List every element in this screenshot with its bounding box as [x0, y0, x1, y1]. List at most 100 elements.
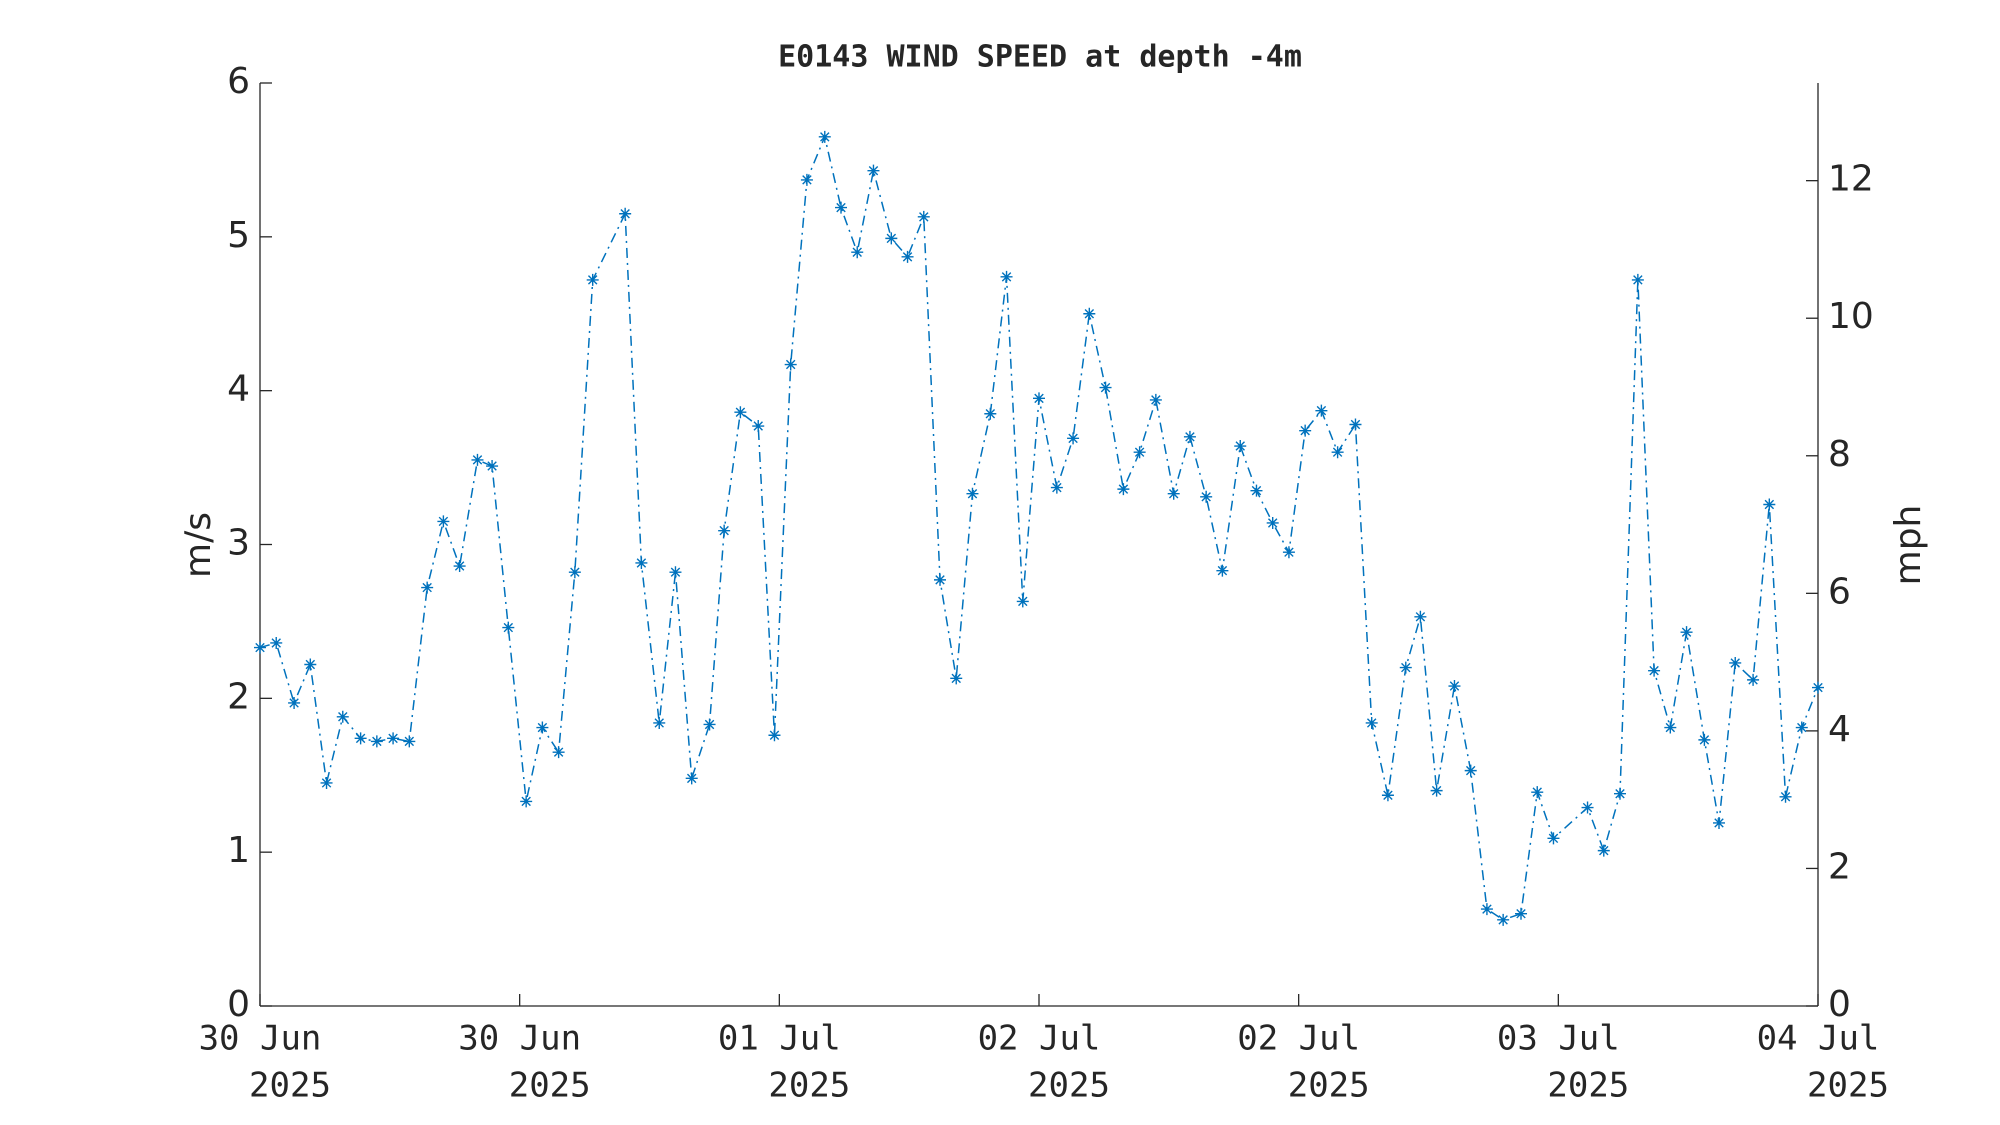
data-point	[1117, 483, 1130, 496]
data-point	[1000, 270, 1013, 283]
data-point	[1216, 564, 1229, 577]
data-point	[1349, 418, 1362, 431]
data-point	[703, 718, 716, 731]
x-tick-year: 2025	[1288, 1066, 1370, 1106]
data-point	[653, 716, 666, 729]
data-point	[1331, 446, 1344, 459]
data-point	[471, 453, 484, 466]
data-line	[259, 134, 1819, 921]
data-point	[1729, 656, 1742, 669]
y-axis-label: m/s	[178, 512, 219, 578]
data-point	[1515, 907, 1528, 920]
data-point	[1497, 913, 1510, 926]
data-point	[835, 201, 848, 214]
y2-tick-label: 4	[1828, 709, 1851, 750]
data-point	[1597, 844, 1610, 857]
data-point	[984, 407, 997, 420]
data-point	[586, 273, 599, 286]
data-point	[1480, 903, 1493, 916]
data-point	[304, 658, 317, 671]
x-tick-label: 02 Jul	[978, 1019, 1101, 1059]
data-point	[1381, 789, 1394, 802]
data-point	[950, 672, 963, 685]
data-point	[437, 515, 450, 528]
data-point	[635, 556, 648, 569]
data-point	[1448, 680, 1461, 693]
data-point	[1033, 392, 1045, 405]
data-point	[1050, 481, 1063, 494]
data-point	[1581, 801, 1594, 814]
x-tick-year: 2025	[768, 1066, 850, 1106]
data-point	[320, 776, 333, 789]
data-point	[1812, 681, 1824, 694]
y2-axis-label: mph	[1888, 505, 1929, 586]
data-point	[1365, 716, 1378, 729]
data-point	[1614, 787, 1626, 800]
data-point	[486, 460, 499, 473]
data-point	[336, 710, 349, 723]
data-point	[885, 232, 898, 245]
data-point	[568, 566, 581, 579]
data-point	[254, 641, 266, 654]
data-point	[901, 250, 914, 263]
data-point	[1698, 733, 1711, 746]
data-point	[453, 560, 466, 573]
data-point	[1149, 393, 1162, 406]
data-point	[1648, 664, 1661, 677]
data-point	[818, 130, 831, 143]
data-point	[1414, 610, 1427, 623]
data-point	[718, 524, 731, 537]
x-tick-year: 2025	[509, 1066, 591, 1106]
data-point	[1779, 790, 1792, 803]
y2-tick-label: 6	[1828, 571, 1851, 612]
data-point	[768, 729, 781, 742]
data-point	[1016, 595, 1029, 608]
data-point	[1183, 430, 1196, 443]
data-point	[1547, 832, 1560, 845]
y2-tick-label: 0	[1828, 984, 1851, 1025]
data-point	[669, 566, 682, 579]
y-tick-label: 0	[227, 984, 250, 1025]
data-point	[403, 735, 416, 748]
y-tick-label: 2	[227, 676, 250, 717]
data-point	[800, 173, 813, 186]
data-point	[1266, 516, 1279, 529]
data-point	[851, 246, 864, 259]
x-tick-year: 2025	[249, 1066, 331, 1106]
data-point	[734, 406, 747, 419]
data-point	[1133, 446, 1146, 459]
data-point	[552, 746, 565, 759]
data-point	[1795, 721, 1808, 734]
y2-tick-label: 8	[1828, 434, 1851, 475]
data-point	[354, 732, 367, 745]
data-point	[387, 732, 400, 745]
x-tick-label: 04 Jul	[1757, 1019, 1880, 1059]
data-point	[1200, 490, 1213, 503]
data-point	[1464, 764, 1477, 777]
data-point	[934, 573, 947, 586]
data-point	[1763, 498, 1776, 511]
data-point	[1299, 424, 1312, 437]
x-tick-label: 03 Jul	[1497, 1019, 1620, 1059]
data-point	[1399, 661, 1412, 674]
data-point	[685, 772, 698, 785]
data-point	[1315, 404, 1328, 417]
data-point	[1680, 626, 1693, 639]
x-tick-label: 01 Jul	[718, 1019, 841, 1059]
data-point	[1282, 546, 1295, 559]
x-tick-year: 2025	[1547, 1066, 1629, 1106]
data-point	[1631, 273, 1644, 286]
y-tick-label: 5	[227, 215, 250, 256]
x-tick-label: 02 Jul	[1237, 1019, 1360, 1059]
data-point	[752, 420, 765, 433]
data-point	[1250, 484, 1263, 497]
data-point	[1067, 432, 1080, 445]
data-point	[1747, 673, 1760, 686]
data-point	[1083, 307, 1096, 320]
data-point	[1167, 487, 1180, 500]
data-point	[1713, 816, 1725, 829]
y-tick-label: 1	[227, 830, 250, 871]
y-tick-label: 4	[227, 369, 250, 410]
data-point	[370, 735, 383, 748]
